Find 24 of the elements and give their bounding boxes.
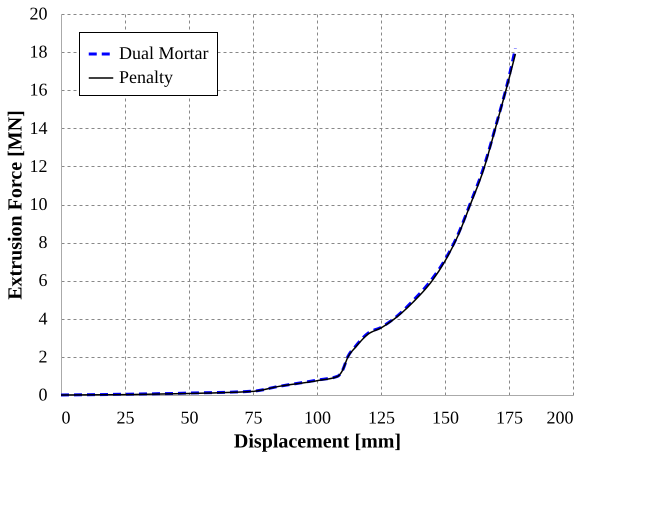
y-axis-title: Extrusion Force [MN] [4,110,26,300]
legend-label: Penalty [119,67,173,87]
x-tick-label: 200 [546,408,574,428]
y-tick-label: 0 [38,384,48,404]
x-tick-label: 75 [244,408,262,428]
y-tick-label: 8 [38,232,48,252]
y-tick-label: 2 [38,346,48,366]
x-tick-label: 125 [368,408,395,428]
x-tick-label: 25 [116,408,134,428]
x-tick-label: 175 [496,408,523,428]
y-tick-label: 20 [30,4,48,24]
x-axis-title: Displacement [mm] [234,430,402,452]
y-tick-label: 16 [30,80,48,100]
y-tick-label: 18 [30,42,48,62]
x-tick-label: 150 [432,408,459,428]
legend-label: Dual Mortar [119,43,208,63]
y-tick-label: 6 [38,270,48,290]
x-tick-label: 0 [62,408,70,428]
x-tick-label: 100 [304,408,331,428]
y-tick-label: 12 [30,156,48,176]
x-tick-label: 50 [180,408,198,428]
y-tick-label: 14 [30,118,48,138]
y-tick-label: 10 [30,194,48,214]
y-tick-label: 4 [38,308,48,328]
